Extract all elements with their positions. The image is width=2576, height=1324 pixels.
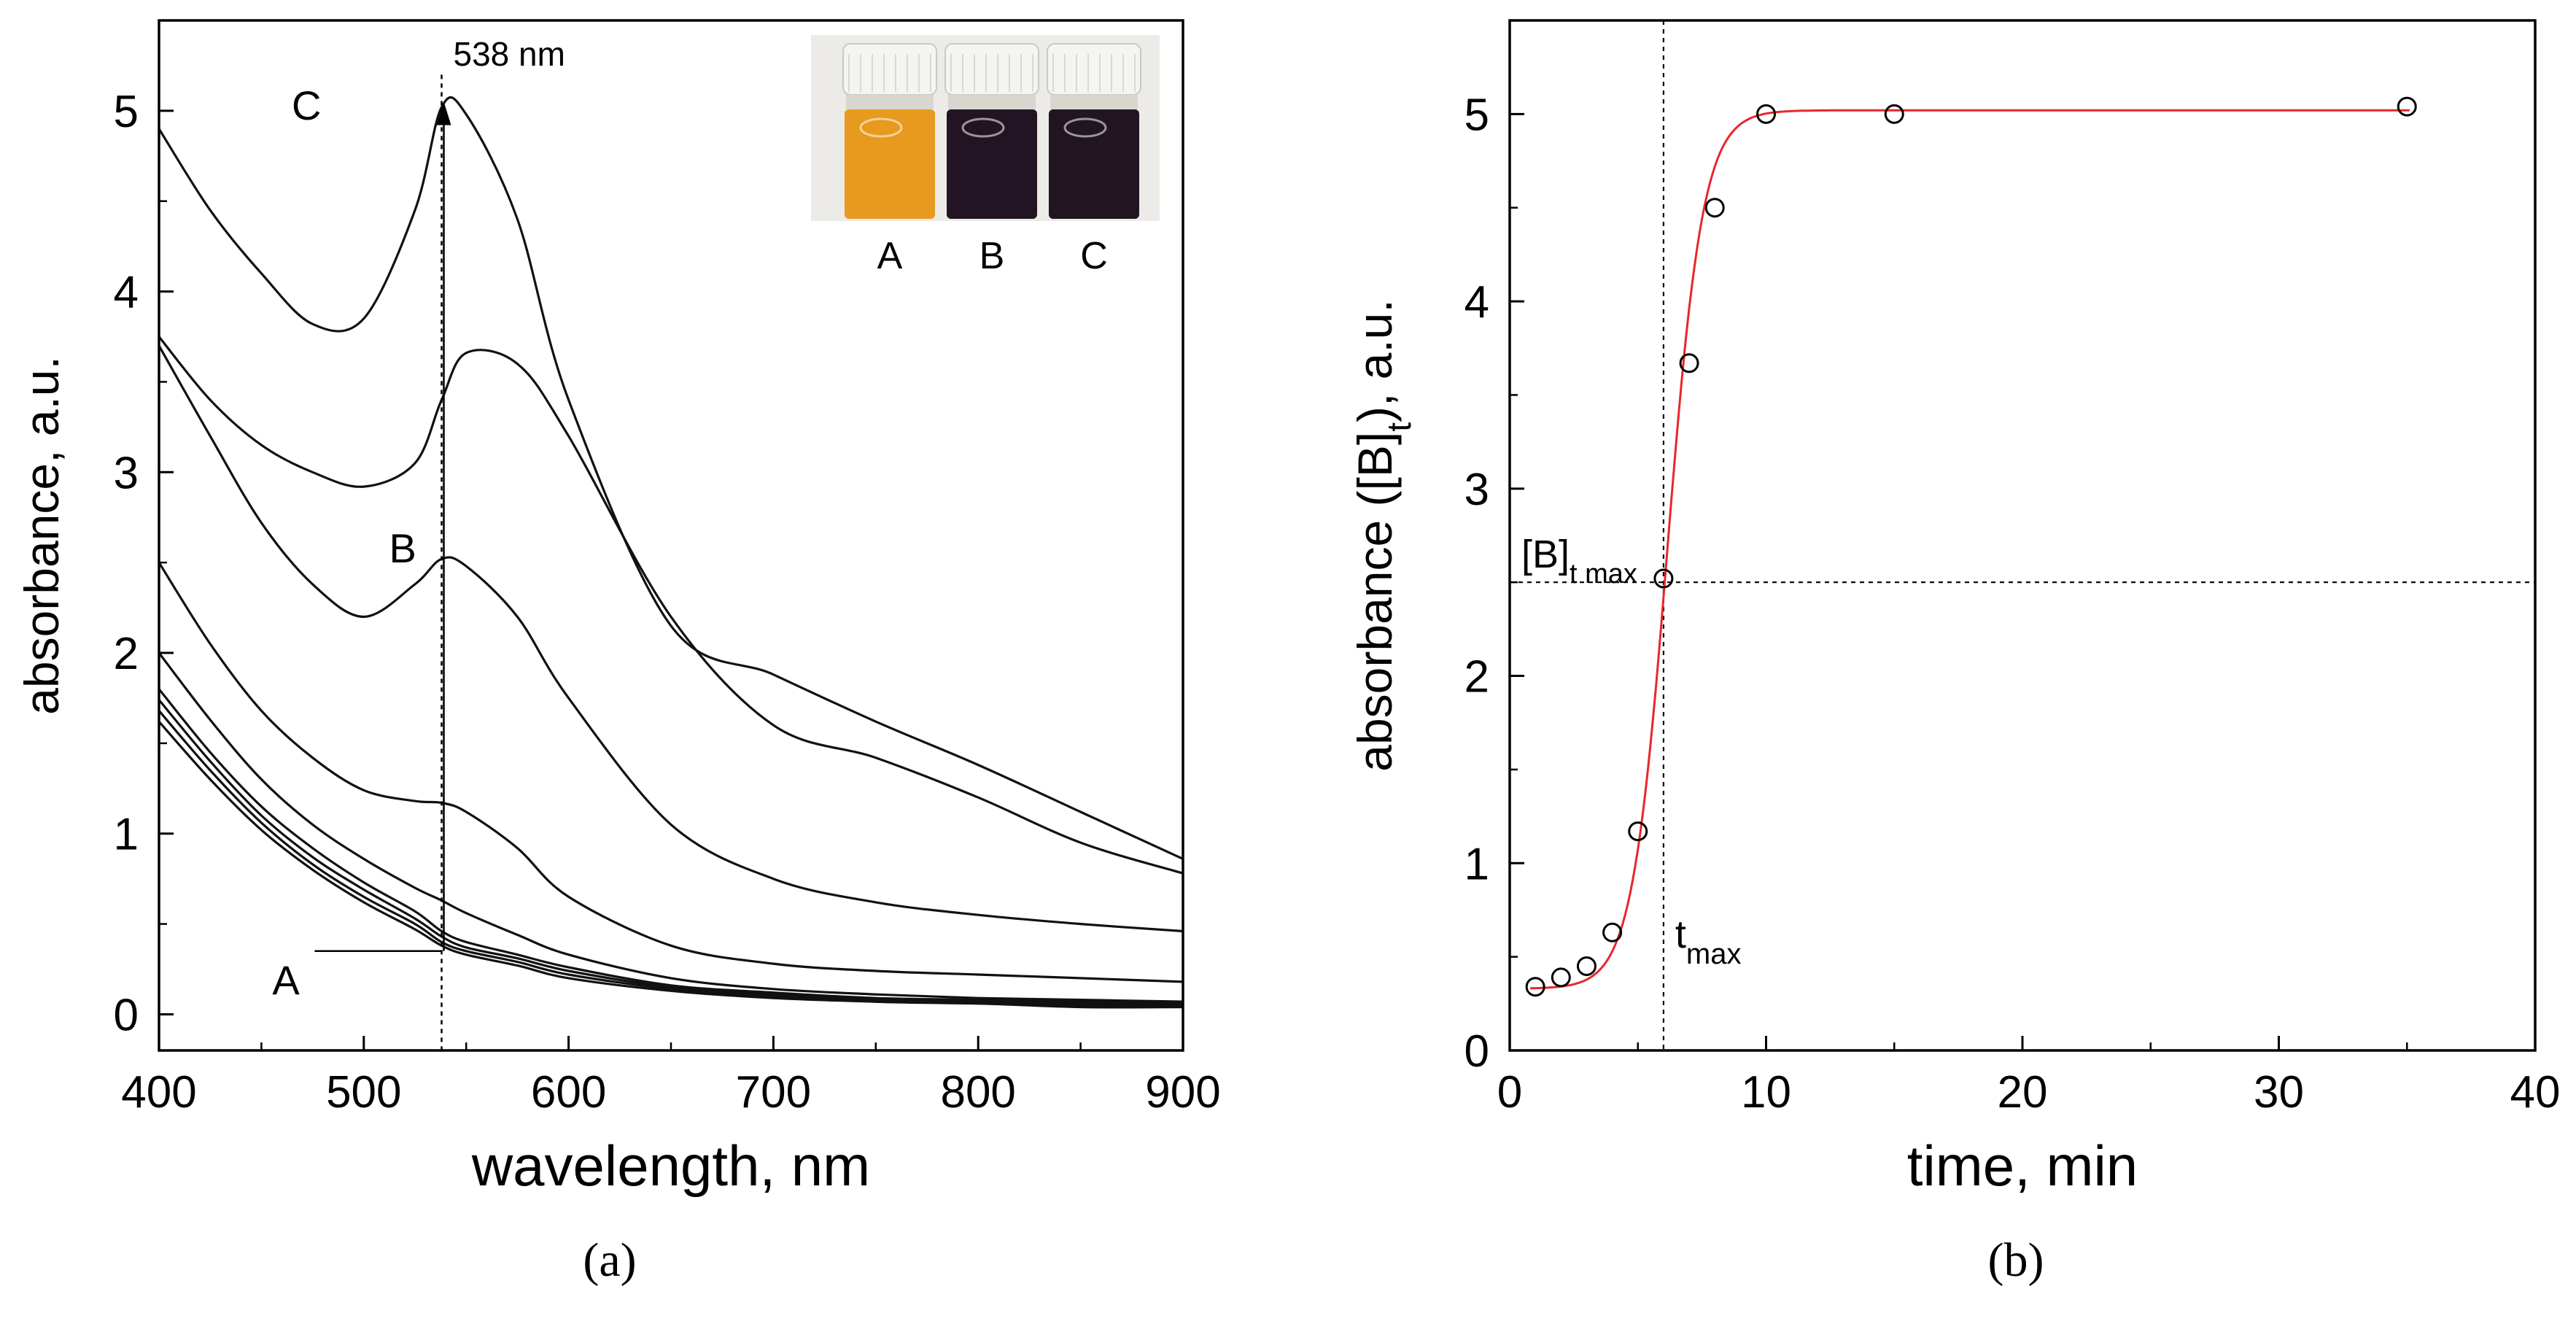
curve-label-c: C (292, 82, 321, 128)
inset-label-B: B (979, 235, 1005, 277)
vial-neck (1050, 95, 1138, 109)
vial-B (944, 43, 1039, 219)
x-tick-label-a-900: 900 (1145, 1067, 1220, 1118)
y-axis-label-b-main: absorbance ([B] (1348, 432, 1402, 772)
y-tick-label-b-3: 3 (1464, 465, 1489, 515)
spectrum-curve-4 (158, 688, 1184, 1005)
x-tick-label-a-700: 700 (736, 1067, 811, 1118)
panel-a-annotations: 538 nm C B A (272, 35, 565, 1050)
panel-b-caption: (b) (1987, 1234, 2044, 1287)
data-point (1576, 956, 1597, 976)
y-tick-label-a-5: 5 (114, 87, 139, 137)
data-point (1884, 104, 1904, 124)
y-tick-label-b-4: 4 (1464, 277, 1489, 328)
panel-a-ticks: 400 500 600 700 800 900 0 1 2 3 4 5 (114, 19, 1221, 1118)
spectrum-curve-5 (158, 652, 1184, 1003)
spectrum-curve-3 (158, 699, 1184, 1007)
panel-a: A B C 538 nm C B A 400 500 600 700 800 900 0 1 2 3 4 5 w… (15, 19, 1221, 1198)
data-point (2397, 96, 2417, 117)
y-tick-label-b-1: 1 (1464, 839, 1489, 889)
vial-cap (1047, 43, 1141, 96)
trend-arrow-head (436, 101, 451, 125)
x-tick-label-a-400: 400 (121, 1067, 196, 1118)
data-point (1704, 198, 1725, 218)
tmax-label-main: t (1675, 913, 1686, 956)
y-tick-label-b-5: 5 (1464, 90, 1489, 140)
x-tick-label-b-40: 40 (2510, 1067, 2561, 1118)
vial-A (842, 43, 937, 219)
inset-label-C: C (1080, 235, 1108, 277)
panel-a-caption: (a) (583, 1234, 637, 1287)
panel-b-ticks: 0 10 20 30 40 0 1 2 3 4 5 (1464, 19, 2561, 1118)
data-point (1525, 977, 1545, 997)
x-tick-label-b-0: 0 (1497, 1067, 1522, 1118)
data-point (1756, 104, 1776, 124)
vial-liquid (1049, 109, 1139, 219)
x-tick-label-a-500: 500 (326, 1067, 401, 1118)
x-axis-label-a: wavelength, nm (471, 1134, 870, 1198)
spectra-curves (158, 96, 1184, 1009)
vial-cap (944, 43, 1039, 96)
x-tick-label-a-800: 800 (940, 1067, 1015, 1118)
spectrum-curve-C (158, 96, 1184, 860)
vial-liquid (845, 109, 935, 219)
y-tick-label-b-2: 2 (1464, 652, 1489, 702)
peak-annotation: 538 nm (454, 35, 565, 73)
data-point (1551, 967, 1571, 988)
data-points (1525, 96, 2417, 997)
spectrum-curve-6 (158, 562, 1184, 983)
tmax-label: tmax (1675, 913, 1742, 970)
bt-max-label: [B]t max (1521, 533, 1637, 589)
data-point (1628, 821, 1648, 842)
x-tick-label-b-10: 10 (1741, 1067, 1791, 1118)
x-tick-label-b-20: 20 (1998, 1067, 2048, 1118)
spectrum-curve-B (158, 345, 1184, 933)
y-tick-label-a-3: 3 (114, 448, 139, 498)
data-point (1653, 568, 1674, 589)
sigmoid-fit-curve (1530, 109, 2410, 990)
y-axis-label-b-tail: ), a.u. (1348, 299, 1402, 422)
vial-C (1047, 43, 1141, 219)
inset-label-A: A (877, 235, 903, 277)
panel-b-guides (1510, 20, 2535, 1050)
data-point (1679, 353, 1699, 373)
tmax-label-sub: max (1686, 938, 1742, 970)
vial-neck (948, 95, 1036, 109)
bt-max-label-sub: t max (1570, 559, 1637, 589)
x-tick-label-b-30: 30 (2254, 1067, 2304, 1118)
y-tick-label-a-1: 1 (114, 810, 139, 860)
curve-label-b: B (389, 525, 416, 571)
vial-liquid (947, 109, 1037, 219)
vial-neck (846, 95, 934, 109)
vial-cap (842, 43, 937, 96)
y-tick-label-a-4: 4 (114, 268, 139, 318)
y-axis-label-a: absorbance, a.u. (15, 356, 69, 715)
x-tick-label-a-600: 600 (531, 1067, 606, 1118)
x-axis-label-b: time, min (1907, 1134, 2138, 1198)
vial-bubble (859, 117, 903, 138)
vial-bubble (961, 117, 1005, 138)
bt-max-label-main: [B] (1521, 533, 1570, 576)
y-tick-label-a-2: 2 (114, 629, 139, 679)
spectrum-curve-2 (158, 710, 1184, 1009)
y-tick-label-b-0: 0 (1464, 1026, 1489, 1077)
curve-label-a: A (272, 957, 300, 1003)
y-tick-label-a-0: 0 (114, 990, 139, 1040)
vial-bubble (1063, 117, 1107, 138)
y-axis-label-b-sub: t (1380, 422, 1418, 432)
data-point (1602, 922, 1623, 942)
inset-photo-vials: A B C (811, 35, 1160, 277)
y-axis-label-b: absorbance ([B]t), a.u. (1348, 299, 1418, 771)
spectrum-curve-8 (158, 336, 1184, 875)
